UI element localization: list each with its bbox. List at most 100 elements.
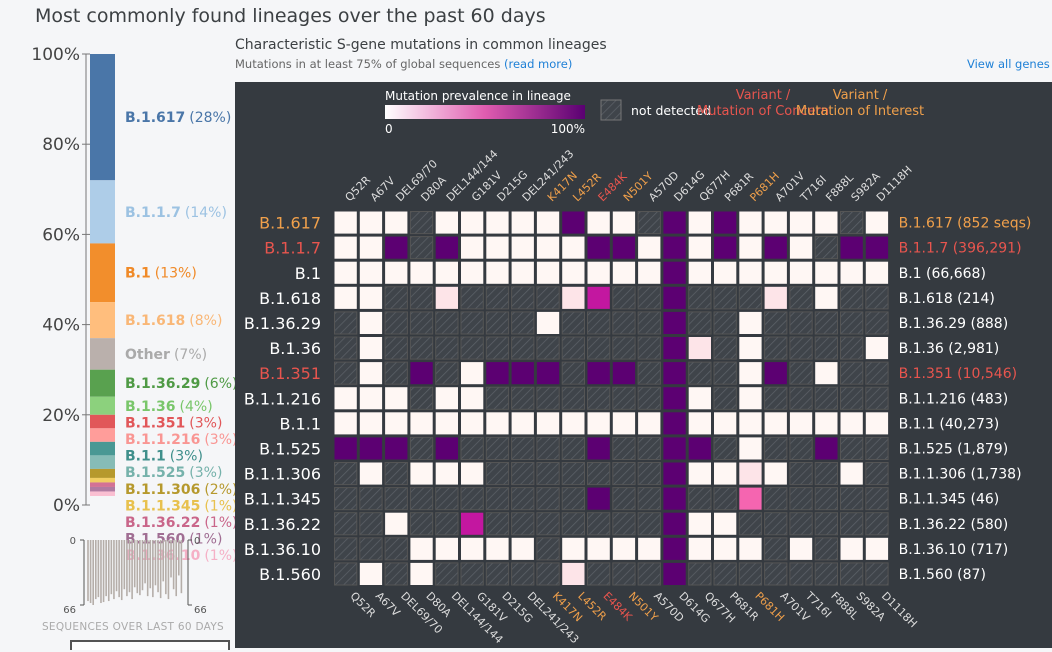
heatmap-cell: [865, 436, 889, 460]
heatmap-cell: [384, 487, 408, 511]
heatmap-cell: [511, 512, 535, 536]
segment-percent: (13%): [155, 266, 197, 282]
heatmap-cell: [486, 211, 509, 234]
heatmap-cell: [435, 387, 458, 410]
heatmap-cell: [663, 512, 686, 535]
bar-segment: [90, 414, 115, 429]
heatmap-cell: [334, 336, 358, 360]
heatmap-cell: [814, 311, 839, 335]
heatmap-cell: [587, 236, 610, 259]
heatmap-cell: [713, 361, 737, 385]
bar-segment: [90, 482, 115, 487]
heatmap-cell: [359, 412, 383, 435]
heatmap-cell: [663, 286, 686, 309]
heatmap-cell: [511, 537, 534, 560]
segment-percent: (3%): [170, 449, 203, 465]
heatmap-subtitle: Mutations in at least 75% of global sequ…: [235, 57, 572, 71]
heatmap-cell: [815, 261, 838, 284]
heatmap-cell: [688, 512, 711, 535]
heatmap-cell: [536, 236, 560, 259]
lineage-label: B.1.1.7: [264, 239, 321, 258]
y-tick-label: 0%: [53, 496, 80, 516]
heatmap-cell: [865, 537, 889, 560]
heatmap-cell: [789, 512, 813, 536]
segment-label: B.1.1.306 (2%): [125, 482, 235, 498]
heatmap-cell: [511, 236, 534, 259]
heatmap-cell: [612, 487, 636, 511]
heatmap-cell: [334, 211, 357, 234]
heatmap-cell: [460, 436, 484, 460]
heatmap-cell: [713, 562, 737, 586]
heatmap-cell: [688, 412, 711, 435]
lineage-count-label: B.1.1 (40,273): [899, 416, 1000, 432]
heatmap-cell: [561, 386, 586, 410]
heatmap-cell: [536, 462, 560, 486]
heatmap-cell: [536, 261, 560, 284]
segment-name: B.1.36.29: [125, 376, 200, 392]
heatmap-cell: [814, 236, 839, 260]
heatmap-cell: [409, 236, 434, 260]
heatmap-cell: [612, 412, 636, 435]
heatmap-cell: [663, 412, 686, 435]
heatmap-cell: [384, 336, 408, 360]
heatmap-cell: [814, 487, 839, 511]
heatmap-cell: [536, 412, 560, 435]
read-more-link[interactable]: (read more): [504, 57, 573, 71]
heatmap-cell: [688, 437, 711, 460]
segment-name: B.1.525: [125, 465, 185, 481]
lineage-label: B.1.351: [259, 364, 321, 383]
segment-label: B.1.36.22 (1%): [125, 515, 235, 531]
heatmap-cell: [587, 362, 610, 385]
heatmap-cell: [435, 361, 459, 385]
heatmap-cell: [713, 386, 737, 410]
heatmap-cell: [435, 562, 459, 586]
heatmap-cell: [334, 387, 357, 410]
bar-segment: [90, 491, 115, 496]
view-all-genes-link[interactable]: View all genes: [967, 57, 1050, 71]
heatmap-cell: [637, 386, 661, 410]
mutation-label-bottom: A67V: [373, 589, 403, 619]
heatmap-cell: [739, 362, 762, 385]
heatmap-cell: [764, 386, 788, 410]
heatmap-cell: [587, 512, 611, 536]
heatmap-cell: [789, 412, 813, 435]
heatmap-cell: [587, 462, 611, 486]
heatmap-cell: [840, 336, 864, 360]
heatmap-cell: [587, 487, 610, 510]
heatmap-cell: [486, 261, 509, 284]
heatmap-cell: [738, 512, 763, 536]
heatmap-cell: [764, 512, 788, 536]
heatmap-cell: [612, 261, 636, 284]
heatmap-cell: [637, 436, 661, 460]
segment-percent: (3%): [189, 465, 222, 481]
heatmap-cell: [409, 487, 434, 511]
heatmap-cell: [865, 261, 889, 284]
lineage-label: B.1.525: [259, 439, 321, 458]
heatmap-cell: [410, 537, 433, 560]
heatmap-cell: [764, 462, 787, 485]
heatmap-cell: [536, 336, 560, 360]
segment-percent: (8%): [189, 313, 222, 329]
lineage-selector-box[interactable]: [70, 640, 230, 650]
heatmap-cell: [536, 487, 560, 511]
segment-label: B.1.1.345 (1%): [125, 498, 235, 514]
segment-name: B.1: [125, 266, 151, 282]
heatmap-cell: [536, 562, 560, 586]
segment-label: B.1.1 (3%): [125, 449, 203, 465]
heatmap-cell: [536, 512, 560, 536]
heatmap-cell: [840, 386, 864, 410]
heatmap-cell: [789, 462, 813, 486]
heatmap-cell: [739, 387, 762, 410]
heatmap-cell: [840, 211, 864, 235]
heatmap-cell: [840, 412, 863, 435]
heatmap-cell: [739, 462, 762, 485]
heatmap-cell: [486, 412, 509, 435]
bar-segment: [90, 428, 115, 442]
legend-gradient: [385, 105, 585, 119]
segment-name: B.1.36: [125, 399, 176, 415]
heatmap-cell: [359, 311, 383, 334]
lineage-count-label: B.1.617 (852 seqs): [899, 216, 1032, 232]
lineage-count-label: B.1.36.10 (717): [899, 542, 1009, 558]
heatmap-cell: [663, 337, 686, 360]
heatmap-cell: [637, 361, 661, 385]
